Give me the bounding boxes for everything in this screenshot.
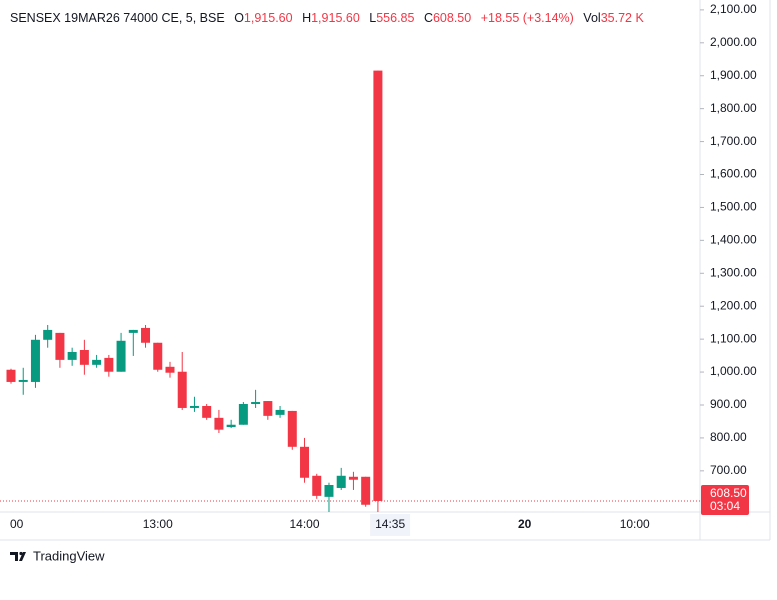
candle-body [79,350,89,365]
candle-body [67,351,77,360]
y-tick-label: 1,800.00 [710,101,757,115]
open-label: O [234,11,244,25]
price-tag-label: 608.50 [710,486,747,500]
symbol: SENSEX 19MAR26 74000 CE, 5, BSE [10,11,225,25]
y-tick-label: 900.00 [710,397,747,411]
y-tick-label: 700.00 [710,463,747,477]
legend-bg [0,8,600,28]
candle-body [275,409,285,415]
low-label: L [369,11,376,25]
volume-value: 35.72 K [601,11,645,25]
x-tick-label: 10:00 [620,517,650,531]
candle-body [128,329,138,333]
plot [0,70,700,512]
candle-body [287,410,297,447]
change: +18.55 (+3.14%) [481,11,574,25]
candle-body [348,476,358,480]
x-tick-label: 00 [10,517,24,531]
y-tick-label: 1,000.00 [710,364,757,378]
time-axis: 00 13:00 14:00 14:35 20 10:00 [10,514,650,536]
candle-body [141,327,151,343]
candle-body [312,475,322,496]
legend: SENSEX 19MAR26 74000 CE, 5, BSE O1,915.6… [10,11,644,25]
close-label: C [424,11,433,25]
close-value: 608.50 [433,11,471,25]
candle-body [92,359,102,365]
x-tick-label: 20 [518,517,532,531]
brand: TradingView [33,548,105,563]
y-tick-label: 800.00 [710,430,747,444]
high-label: H [302,11,311,25]
candle-body [226,424,236,428]
candle-body [55,332,65,360]
candle-body [104,357,114,372]
candle-body [6,369,16,382]
candle-body [300,446,310,478]
candle-body [43,329,53,340]
open-value: 1,915.60 [244,11,293,25]
candle-body [251,402,261,405]
x-tick-label: 14:00 [290,517,320,531]
candle-body [189,405,199,408]
candle-body [202,405,212,418]
y-tick-label: 2,100.00 [710,2,757,16]
y-tick-label: 1,500.00 [710,200,757,214]
y-tick-label: 1,400.00 [710,233,757,247]
volume-label: Vol [583,11,600,25]
x-tick-label: 13:00 [143,517,173,531]
y-tick-label: 1,600.00 [710,167,757,181]
candle-body [153,342,163,370]
countdown: 03:04 [710,499,740,513]
candle-body [373,70,383,501]
candle-body [238,404,248,425]
candle-body [263,401,273,416]
y-tick-label: 1,300.00 [710,265,757,279]
candle-body [18,379,28,382]
y-tick-label: 2,000.00 [710,35,757,49]
y-tick-label: 1,100.00 [710,331,757,345]
y-tick-label: 1,700.00 [710,134,757,148]
candle-body [361,476,371,505]
price-tag [701,484,749,515]
y-tick-label: 1,900.00 [710,68,757,82]
high-value: 1,915.60 [311,11,360,25]
crosshair-time-bg [370,514,411,536]
y-tick-label: 1,200.00 [710,298,757,312]
brand-logo: TradingView [10,548,105,563]
x-tick-label: 14:35 [375,517,405,531]
candle-body [116,340,126,372]
candle-body [324,485,334,497]
candle-body [336,475,346,488]
candle-body [165,366,175,373]
price-axis: 700.00 800.00 900.00 1,000.00 1,100.00 1,200.… [700,2,757,477]
low-value: 556.85 [376,11,414,25]
candle-body [214,417,224,430]
candle-body [177,371,187,408]
candle-body [30,339,40,382]
